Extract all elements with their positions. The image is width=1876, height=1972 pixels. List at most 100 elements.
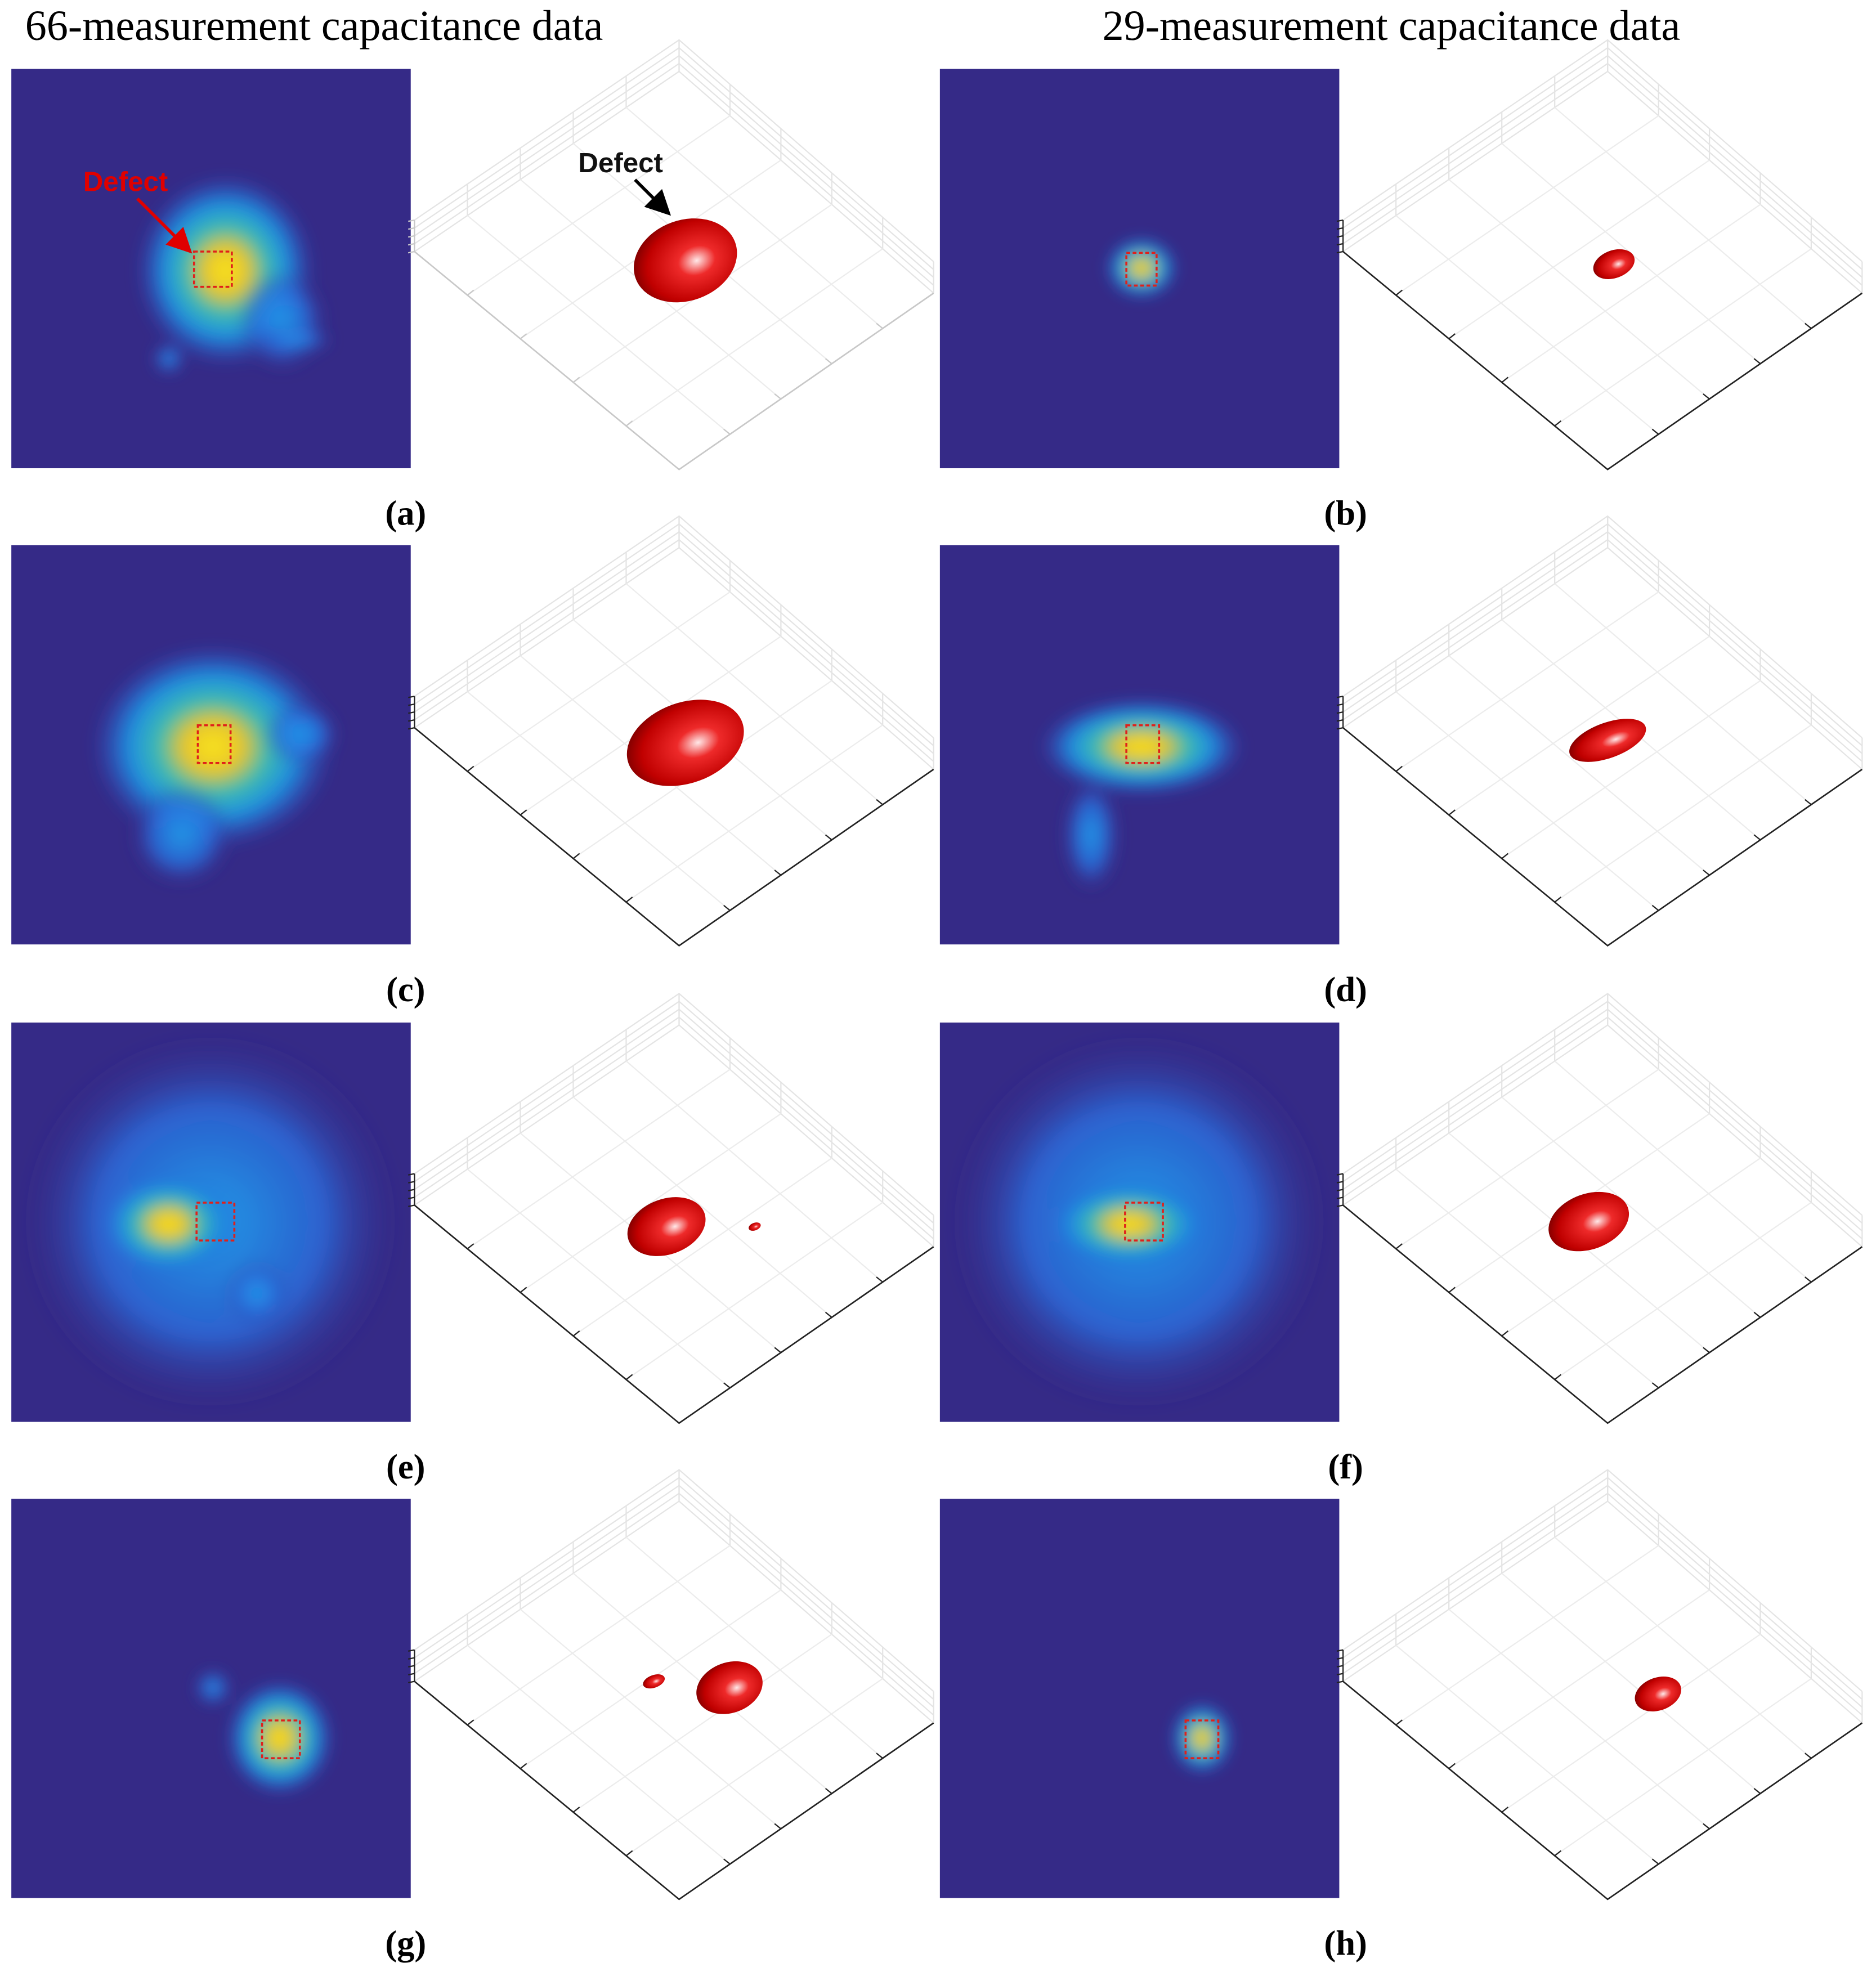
- axis-tick: [1395, 1243, 1403, 1249]
- axis-tick: [408, 243, 415, 246]
- wall-grid: [1342, 1500, 1863, 1724]
- floor-grid: [1554, 248, 1812, 427]
- floor-grid: [1554, 107, 1812, 329]
- floor-grid: [1395, 1168, 1659, 1388]
- wall-grid: [414, 993, 934, 1216]
- defect-3d: [634, 218, 737, 303]
- axis: [414, 250, 934, 470]
- floor-grid: [467, 591, 731, 772]
- panel-label: (b): [1324, 494, 1367, 533]
- axis-tick: [1336, 1189, 1344, 1191]
- axis-tick: [408, 227, 415, 230]
- axis-tick: [408, 1173, 415, 1176]
- axis-tick: [467, 765, 474, 772]
- axis-tick: [625, 420, 633, 427]
- floor-grid: [1554, 724, 1812, 903]
- floor-grid: [1448, 1589, 1710, 1769]
- axis-tick: [467, 1243, 474, 1249]
- axis-tick: [723, 904, 731, 911]
- axis: [1342, 1204, 1863, 1424]
- wall-grid: [1342, 70, 1863, 294]
- defect-3d: [696, 1661, 763, 1714]
- panel-label: (d): [1324, 970, 1367, 1009]
- axis-tick: [408, 1657, 415, 1660]
- floor-grid: [1395, 591, 1659, 772]
- axis-tick: [1336, 243, 1344, 246]
- defect-3d: [749, 1222, 761, 1231]
- panel: (d): [939, 515, 1863, 1009]
- wall-grid: [1342, 1024, 1863, 1248]
- defect-3d: [1569, 719, 1646, 762]
- axis-tick: [408, 711, 415, 714]
- floor-grid: [467, 1069, 731, 1249]
- panel: (a) Defect Defect: [11, 39, 934, 533]
- wall-grid: [414, 39, 934, 262]
- wall-grid: [414, 47, 934, 270]
- wall-grid: [414, 1469, 934, 1692]
- axis-tick: [1651, 904, 1659, 911]
- column-header: 66-measurement capacitance data: [25, 2, 603, 50]
- floor-grid: [1554, 1678, 1812, 1857]
- axis: [414, 1680, 934, 1901]
- floor-grid: [572, 1096, 832, 1318]
- floor-grid: [572, 1633, 832, 1813]
- floor-grid: [1395, 1644, 1659, 1865]
- heat-region: [226, 1681, 333, 1795]
- heat-region: [154, 343, 184, 374]
- defect-3d: [643, 1674, 665, 1689]
- axis-tick: [723, 428, 731, 435]
- axis-tick: [1448, 809, 1456, 815]
- panel: (e): [11, 993, 934, 1486]
- wall-grid: [1342, 515, 1863, 738]
- axis-tick: [1703, 1347, 1710, 1353]
- axis-tick: [1554, 1850, 1562, 1857]
- axis-tick: [876, 322, 883, 329]
- heat-region: [1047, 1180, 1211, 1269]
- wall-grid: [1342, 993, 1863, 1216]
- floor-grid: [1554, 583, 1812, 805]
- axis-tick: [825, 358, 832, 365]
- axis-tick: [1336, 227, 1344, 230]
- wall-grid: [414, 1493, 934, 1716]
- floor-grid: [467, 1545, 731, 1725]
- floor-grid: [1395, 1545, 1659, 1725]
- axis-tick: [825, 1311, 832, 1318]
- wall-grid: [1342, 1469, 1863, 1692]
- axis-tick: [408, 703, 415, 706]
- heat-region: [263, 702, 339, 766]
- axis-tick: [1336, 1673, 1344, 1675]
- axis-tick: [1805, 322, 1812, 329]
- floor-grid: [1448, 159, 1710, 339]
- axis-tick: [1336, 719, 1344, 722]
- wall-grid: [414, 1008, 934, 1232]
- heat-region: [99, 1173, 239, 1275]
- floor-grid: [625, 1678, 883, 1857]
- panel: (f): [939, 993, 1863, 1486]
- axis-tick: [1336, 1196, 1344, 1199]
- heatmap: [950, 1032, 1328, 1411]
- wall-grid: [414, 523, 934, 746]
- wall-grid: [1342, 1493, 1863, 1716]
- panel-label: (g): [385, 1923, 426, 1962]
- wall-grid: [414, 539, 934, 762]
- wall-grid: [414, 1477, 934, 1700]
- wall-grid: [1342, 1008, 1863, 1232]
- panel: (c): [11, 515, 934, 1009]
- floor-grid: [520, 1608, 782, 1830]
- wall-grid: [414, 1001, 934, 1224]
- wall-grid: [1342, 1001, 1863, 1224]
- defect-3d: [1593, 249, 1635, 279]
- axis-tick: [1703, 870, 1710, 876]
- heatmap: [93, 646, 339, 885]
- defect-box: [196, 724, 232, 764]
- axis-tick: [408, 727, 415, 730]
- axis-tick: [723, 1382, 731, 1388]
- floor-grid: [625, 1060, 883, 1283]
- panel: (h): [939, 1469, 1863, 1962]
- axis-tick: [1395, 1719, 1403, 1725]
- panel-label: (e): [386, 1447, 426, 1486]
- floor-grid: [1554, 1202, 1812, 1381]
- axis-tick: [408, 1204, 415, 1207]
- floor-grid: [1501, 1157, 1761, 1337]
